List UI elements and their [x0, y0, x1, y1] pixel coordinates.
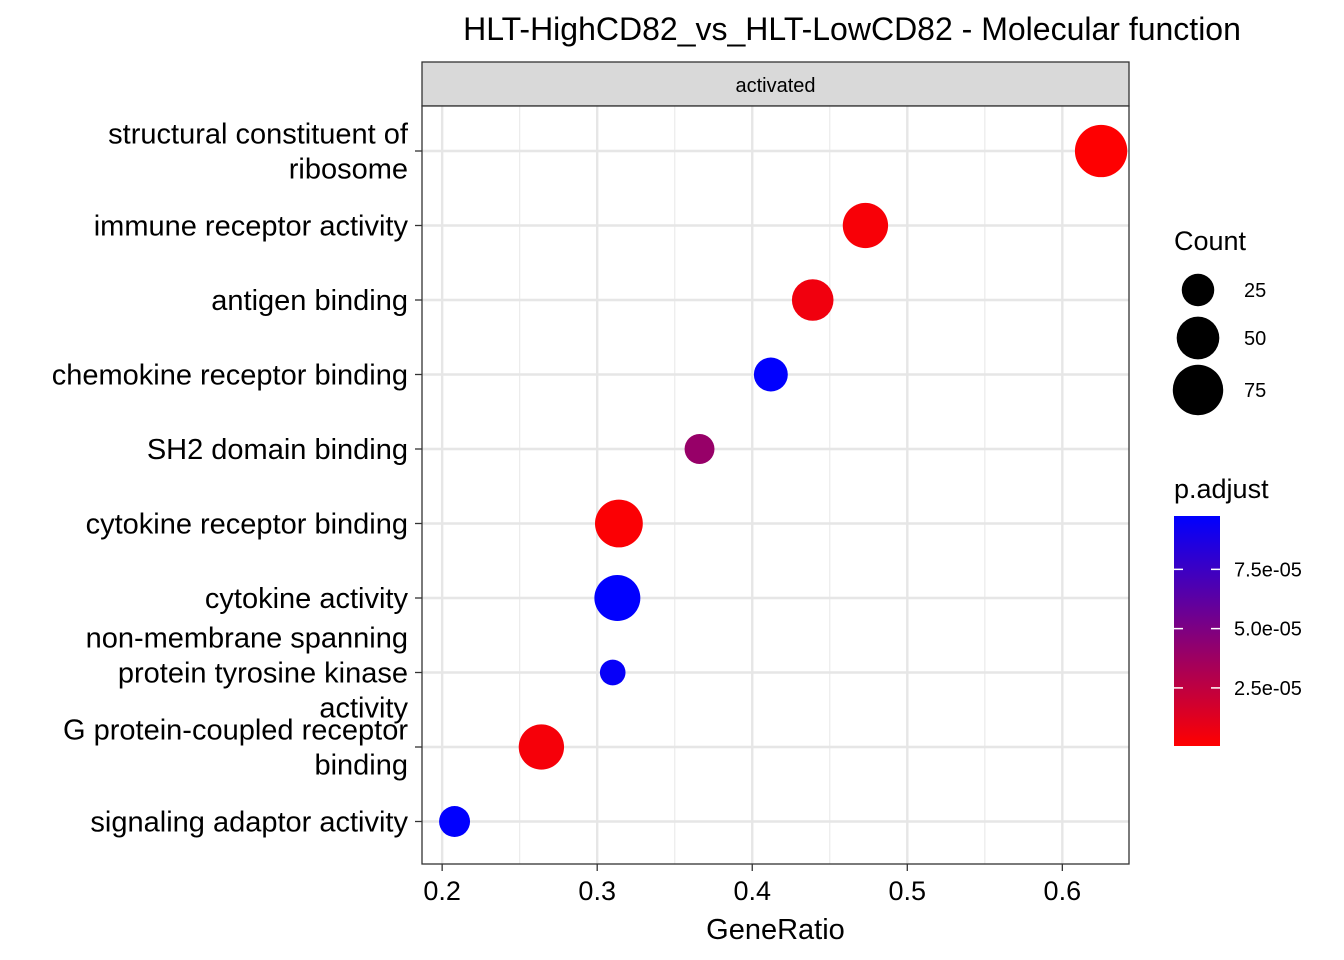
data-point — [599, 659, 626, 686]
colorbar-tick-label: 2.5e-05 — [1234, 678, 1302, 700]
count-legend: Count 25 50 75 — [1172, 226, 1266, 416]
count-legend-label: 75 — [1244, 380, 1266, 402]
y-axis: structural constituent of ribosome immune … — [52, 119, 422, 839]
chart-title: HLT-HighCD82_vs_HLT-LowCD82 - Molecular … — [463, 11, 1241, 47]
data-point — [594, 575, 641, 621]
count-legend-key — [1176, 316, 1220, 360]
y-tick-label: chemokine receptor binding — [52, 360, 408, 392]
colorbar-tick-label: 5.0e-05 — [1234, 619, 1302, 641]
data-point — [439, 806, 471, 837]
data-point — [842, 202, 889, 249]
data-point — [753, 357, 788, 392]
data-point — [595, 499, 643, 548]
y-tick-label: structural constituent of ribosome — [108, 119, 409, 186]
data-point — [1074, 124, 1128, 178]
count-legend-label: 50 — [1244, 328, 1266, 350]
p-adjust-legend: p.adjust 2.5e-05 5.0e-05 7.5e-05 — [1174, 474, 1302, 746]
x-axis-title: GeneRatio — [706, 914, 845, 946]
data-point — [791, 279, 834, 321]
data-points — [439, 124, 1128, 837]
y-tick-label: G protein-coupled receptor binding — [63, 715, 408, 782]
y-tick-label: signaling adaptor activity — [90, 807, 408, 839]
x-tick-label: 0.5 — [889, 876, 927, 906]
x-tick-label: 0.3 — [578, 876, 616, 906]
y-tick-label: cytokine activity — [205, 583, 409, 615]
facet-label: activated — [735, 75, 815, 97]
p-adjust-legend-title: p.adjust — [1174, 474, 1269, 504]
y-tick-label: cytokine receptor binding — [86, 509, 408, 541]
data-point — [518, 724, 565, 770]
count-legend-title: Count — [1174, 226, 1247, 256]
x-tick-label: 0.4 — [733, 876, 771, 906]
y-tick-label: SH2 domain binding — [147, 434, 408, 466]
count-legend-key — [1172, 364, 1224, 416]
x-axis: 0.2 0.3 0.4 0.5 0.6 — [423, 864, 1081, 906]
x-tick-label: 0.6 — [1044, 876, 1082, 906]
plot-panel: activated — [421, 61, 1130, 865]
y-tick-label: antigen binding — [211, 285, 408, 317]
panel-border — [421, 105, 1130, 865]
count-legend-label: 25 — [1244, 280, 1266, 302]
x-tick-label: 0.2 — [423, 876, 461, 906]
count-legend-key — [1181, 273, 1215, 307]
y-tick-label: non-membrane spanning protein tyrosine ki… — [86, 623, 409, 725]
y-tick-label: immune receptor activity — [94, 211, 409, 243]
colorbar-tick-label: 7.5e-05 — [1234, 559, 1302, 581]
facet-strip — [421, 61, 1130, 107]
data-point — [684, 434, 715, 464]
p-adjust-colorbar — [1174, 516, 1220, 746]
